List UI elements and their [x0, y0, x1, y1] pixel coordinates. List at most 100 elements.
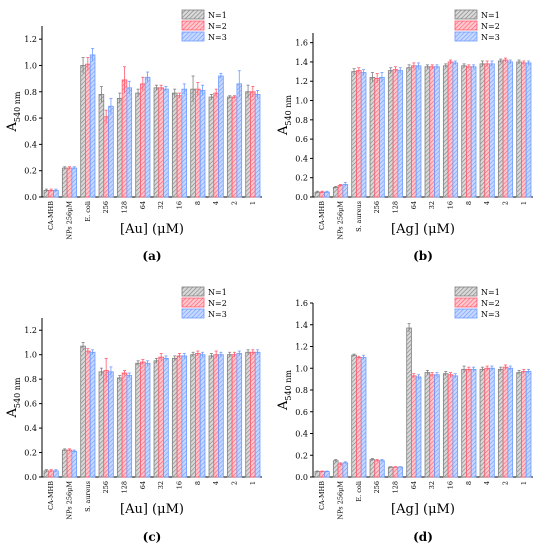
- bar-N=3-1: [254, 94, 261, 198]
- bar-N=3-2: [236, 353, 243, 478]
- bar-N=3-8: [470, 368, 477, 478]
- bar-N=1-8: [461, 368, 467, 478]
- x-tick-label: 4: [483, 201, 491, 205]
- bar-N=3-256: [379, 76, 385, 198]
- bar-N=1-128: [387, 466, 394, 478]
- x-tick-label: 2: [502, 201, 510, 205]
- y-tick-label: 0.0: [24, 193, 37, 202]
- y-tick-label: 1.6: [295, 39, 308, 48]
- x-tick-label: 256: [373, 481, 381, 493]
- bar-N=2-32: [158, 356, 164, 478]
- bar-N=3-128: [397, 70, 404, 198]
- panel-label: (d): [413, 530, 433, 544]
- bar-N=1-128: [116, 377, 123, 478]
- bar-N=1-1: [516, 372, 522, 478]
- bar-N=3-32: [434, 66, 440, 198]
- x-tick-label: 2: [231, 201, 239, 205]
- bar-N=3-8: [470, 66, 477, 198]
- bar-N=1-64: [135, 362, 141, 478]
- x-tick-label: 2: [231, 481, 239, 485]
- bar-N=2-NPs 256μM: [337, 185, 344, 198]
- bar-N=3-4: [218, 75, 224, 198]
- chart-panel-2: 0.0 0.2 0.4 0.6 0.8 1.0 1.2 1.4 1.6 A540 nm CA-MHB…: [276, 9, 533, 263]
- y-axis-label: A540 nm: [276, 95, 293, 136]
- bar-N=2-1: [521, 62, 527, 198]
- y-tick-label: 1.2: [24, 35, 37, 44]
- x-tick-label: NPs 256μM: [66, 481, 74, 520]
- bar-N=1-256: [98, 371, 105, 478]
- bar-N=1-1: [516, 61, 522, 198]
- bar-N=3-2: [507, 61, 514, 198]
- bar-N=3-64: [415, 65, 422, 198]
- x-tick-label: E. coli: [355, 481, 363, 502]
- bar-N=3-16: [181, 88, 188, 198]
- x-tick-label: 64: [139, 201, 147, 209]
- bar-N=3-16: [452, 62, 459, 198]
- legend-swatch: [454, 286, 478, 297]
- bar-N=3-256: [108, 105, 114, 198]
- bar-N=3-NPs 256μM: [342, 462, 349, 478]
- bar-N=3-16: [452, 375, 459, 478]
- y-axis-label: A540 nm: [5, 91, 22, 132]
- legend-swatch: [454, 20, 478, 31]
- y-tick-label: 0.6: [24, 400, 37, 409]
- bar-N=2-2: [502, 59, 509, 198]
- y-tick-label: 1.2: [295, 343, 308, 352]
- bar-N=1-2: [497, 368, 504, 478]
- bar-N=2-64: [140, 83, 146, 198]
- bar-N=1-256: [369, 76, 376, 198]
- chart-panel-3: 0.0 0.2 0.4 0.6 0.8 1.0 1.2 A540 nm CA-MHB NPs 25…: [5, 286, 262, 544]
- bar-N=2-S. aureus: [85, 350, 91, 478]
- y-tick-label: 0.8: [295, 386, 308, 395]
- bar-N=1-2: [226, 96, 233, 198]
- x-tick-label: 16: [447, 481, 455, 489]
- bar-N=1-4: [208, 355, 215, 478]
- legend-label: N=2: [208, 22, 227, 31]
- bar-N=2-NPs 256μM: [66, 449, 73, 478]
- bar-N=3-S. aureus: [360, 72, 367, 198]
- bar-N=3-16: [181, 355, 188, 478]
- y-tick-label: 0.4: [24, 140, 37, 149]
- bar-N=1-64: [406, 327, 412, 478]
- x-axis-label: [Au] (μM): [120, 502, 184, 517]
- legend-label: N=3: [481, 33, 500, 42]
- bar-N=2-128: [392, 466, 399, 478]
- bar-N=1-4: [479, 63, 486, 198]
- bar-N=3-1: [525, 371, 532, 478]
- x-tick-label: 4: [212, 201, 220, 205]
- bar-N=2-NPs 256μM: [337, 463, 344, 478]
- bar-N=3-2: [507, 367, 514, 478]
- y-tick-label: 0.2: [24, 167, 37, 176]
- x-tick-label: 32: [428, 201, 436, 209]
- panel-label: (b): [413, 249, 433, 263]
- bar-N=2-64: [140, 361, 146, 478]
- bar-N=1-16: [442, 373, 449, 478]
- x-tick-label: 8: [194, 201, 202, 205]
- bar-N=2-4: [213, 92, 219, 198]
- bar-N=1-256: [369, 459, 376, 478]
- legend-swatch: [181, 9, 205, 20]
- bar-N=1-16: [171, 92, 178, 198]
- y-axis-label: A540 nm: [276, 370, 293, 411]
- panel-label: (a): [142, 249, 161, 263]
- bar-N=3-32: [163, 88, 169, 198]
- x-tick-label: 8: [465, 201, 473, 205]
- bar-N=1-64: [135, 92, 141, 198]
- x-tick-label: NPs 256μM: [337, 201, 345, 240]
- y-tick-label: 1.0: [24, 61, 37, 70]
- bar-N=2-E. coli: [356, 356, 362, 478]
- bar-N=3-8: [199, 90, 206, 198]
- panel-label: (c): [143, 530, 162, 544]
- bar-N=1-S. aureus: [351, 71, 357, 198]
- bar-N=2-128: [121, 79, 128, 198]
- chart-panel-4: 0.0 0.2 0.4 0.6 0.8 1.0 1.2 1.4 1.6 A540 nm CA-MHB…: [276, 286, 533, 544]
- bar-N=2-8: [195, 353, 201, 478]
- bar-N=2-CA-MHB: [319, 471, 325, 478]
- bar-N=1-2: [497, 60, 504, 198]
- legend-swatch: [181, 20, 205, 31]
- bar-N=1-32: [153, 87, 160, 198]
- bar-N=3-4: [489, 63, 495, 198]
- bar-N=2-S. aureus: [356, 70, 362, 198]
- legend-swatch: [181, 286, 205, 297]
- bar-N=3-64: [144, 362, 151, 478]
